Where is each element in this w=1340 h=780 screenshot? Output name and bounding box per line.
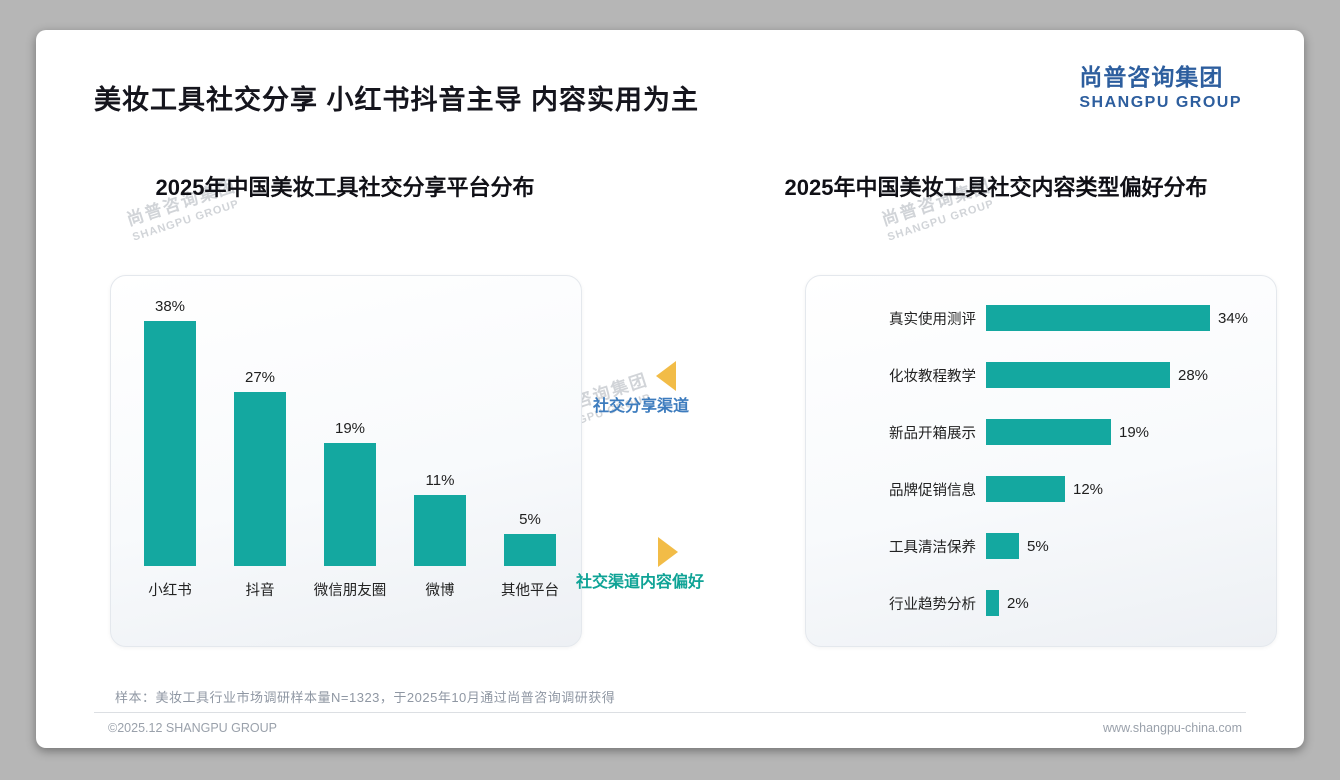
bar-category-label: 行业趋势分析 bbox=[889, 596, 976, 613]
bar-category-label: 品牌促销信息 bbox=[889, 482, 976, 499]
bar-column: 5% bbox=[485, 511, 575, 566]
bar-category-label: 其他平台 bbox=[501, 583, 559, 599]
content-preference-label: 社交渠道内容偏好 bbox=[575, 574, 704, 591]
copyright-text: ©2025.12 SHANGPU GROUP bbox=[108, 721, 277, 735]
bar-value-label: 11% bbox=[425, 472, 455, 489]
bar-value-label: 5% bbox=[1027, 537, 1049, 555]
bar bbox=[986, 590, 999, 616]
bar bbox=[504, 534, 556, 566]
bar-column: 38% bbox=[125, 298, 215, 566]
page-title: 美妆工具社交分享 小红书抖音主导 内容实用为主 bbox=[94, 85, 700, 115]
slide-page: 尚普咨询集团 SHANGPU GROUP 尚普咨询集团 SHANGPU GROU… bbox=[36, 30, 1304, 748]
platform-chart: 38% 27% 19% 11% 5% 小红书 抖音 微信朋友圈 微博 其他平台 bbox=[125, 292, 575, 600]
logo-chinese-name: 尚普咨询集团 bbox=[1079, 64, 1224, 90]
bar-category-label: 抖音 bbox=[245, 583, 275, 599]
bar-category-label: 微信朋友圈 bbox=[313, 583, 387, 599]
bar-value-label: 19% bbox=[1119, 423, 1150, 441]
bar-value-label: 27% bbox=[244, 369, 276, 386]
watermark-en: SHANGPU GROUP bbox=[131, 197, 241, 244]
bar-row: 品牌促销信息 12% bbox=[806, 476, 1276, 502]
bar-row: 新品开箱展示 19% bbox=[806, 419, 1276, 445]
bar-column: 19% bbox=[305, 420, 395, 566]
bar-column: 11% bbox=[395, 472, 485, 566]
bar-row: 化妆教程教学 28% bbox=[806, 362, 1276, 388]
platform-chart-labels: 小红书 抖音 微信朋友圈 微博 其他平台 bbox=[125, 579, 575, 600]
bar bbox=[414, 495, 466, 566]
bar-row: 工具清洁保养 5% bbox=[806, 533, 1276, 559]
content-chart-rows: 真实使用测评 34% 化妆教程教学 28% 新品开箱展示 19% 品牌促销信息 12% 工具清洁… bbox=[806, 305, 1276, 616]
platform-chart-panel: 38% 27% 19% 11% 5% 小红书 抖音 微信朋友圈 微博 其他平台 bbox=[110, 275, 582, 647]
content-chart-title: 2025年中国美妆工具社交内容类型偏好分布 bbox=[784, 175, 1208, 200]
arrow-right-icon bbox=[658, 537, 678, 567]
bar-category-label: 化妆教程教学 bbox=[889, 368, 976, 385]
bar-category-label: 真实使用测评 bbox=[889, 311, 976, 328]
bar-column: 27% bbox=[215, 369, 305, 566]
bar bbox=[986, 419, 1111, 445]
bar bbox=[986, 476, 1065, 502]
bar-value-label: 2% bbox=[1007, 594, 1029, 612]
bar-value-label: 38% bbox=[154, 298, 186, 315]
bar-category-label: 新品开箱展示 bbox=[889, 425, 976, 442]
bar-value-label: 28% bbox=[1178, 366, 1209, 384]
platform-chart-columns: 38% 27% 19% 11% 5% bbox=[125, 292, 575, 566]
bar-row: 真实使用测评 34% bbox=[806, 305, 1276, 331]
bar-category-label: 小红书 bbox=[148, 583, 192, 599]
share-channel-label: 社交分享渠道 bbox=[592, 398, 689, 415]
company-logo: 尚普咨询集团 SHANGPU GROUP bbox=[1079, 58, 1242, 112]
arrow-left-icon bbox=[656, 361, 676, 391]
sample-footnote: 样本：美妆工具行业市场调研样本量N=1323，于2025年10月通过尚普咨询调研… bbox=[115, 690, 616, 705]
website-url: www.shangpu-china.com bbox=[1103, 721, 1242, 735]
bar bbox=[986, 533, 1019, 559]
bar-value-label: 34% bbox=[1218, 309, 1249, 327]
watermark-en: SHANGPU GROUP bbox=[886, 197, 996, 244]
logo-english-name: SHANGPU GROUP bbox=[1079, 94, 1242, 111]
bar-row: 行业趋势分析 2% bbox=[806, 590, 1276, 616]
footer-divider bbox=[94, 712, 1246, 713]
bar bbox=[986, 305, 1210, 331]
bar-category-label: 微博 bbox=[425, 583, 455, 599]
platform-chart-title: 2025年中国美妆工具社交分享平台分布 bbox=[155, 175, 535, 200]
content-chart-panel: 真实使用测评 34% 化妆教程教学 28% 新品开箱展示 19% 品牌促销信息 12% 工具清洁… bbox=[805, 275, 1277, 647]
bar-value-label: 19% bbox=[334, 420, 366, 437]
bar bbox=[324, 443, 376, 566]
bar-value-label: 5% bbox=[519, 511, 541, 528]
bar bbox=[144, 321, 196, 566]
bar bbox=[234, 392, 286, 566]
bar bbox=[986, 362, 1170, 388]
bar-category-label: 工具清洁保养 bbox=[889, 539, 976, 556]
bar-value-label: 12% bbox=[1073, 480, 1104, 498]
